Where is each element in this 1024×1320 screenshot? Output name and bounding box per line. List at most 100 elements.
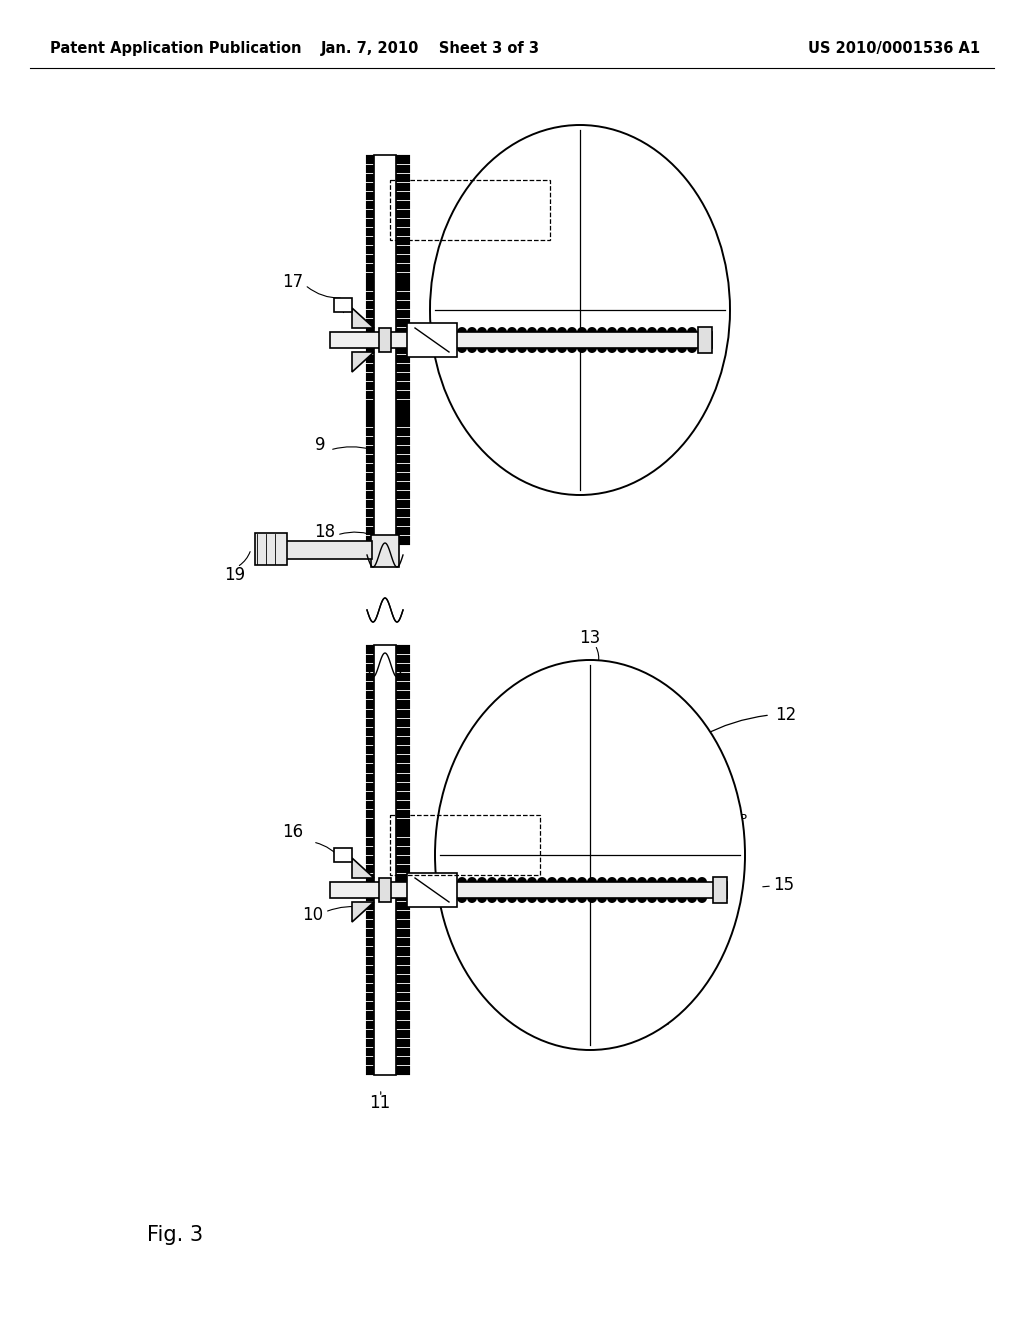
Polygon shape	[457, 876, 467, 882]
Polygon shape	[567, 876, 577, 882]
Polygon shape	[677, 876, 687, 882]
Bar	[396, 911, 410, 919]
Bar	[285, 541, 372, 558]
Polygon shape	[617, 898, 627, 903]
Polygon shape	[597, 327, 607, 333]
Polygon shape	[607, 348, 617, 352]
Text: US 2010/0001536 A1: US 2010/0001536 A1	[808, 41, 980, 55]
Bar	[366, 948, 374, 956]
Polygon shape	[607, 327, 617, 333]
Bar	[366, 883, 374, 891]
Bar	[396, 710, 410, 718]
Polygon shape	[647, 876, 657, 882]
Bar	[366, 482, 374, 490]
Polygon shape	[577, 327, 587, 333]
Polygon shape	[627, 348, 637, 352]
Polygon shape	[617, 348, 627, 352]
Bar	[396, 156, 410, 164]
Bar	[366, 710, 374, 718]
Bar	[396, 783, 410, 791]
Polygon shape	[677, 348, 687, 352]
Bar	[366, 993, 374, 1002]
Bar	[379, 327, 391, 352]
Bar	[396, 327, 410, 337]
Bar	[366, 902, 374, 909]
Bar	[396, 939, 410, 946]
Polygon shape	[547, 327, 557, 333]
Bar	[396, 201, 410, 209]
Bar	[396, 1057, 410, 1065]
Bar	[366, 783, 374, 791]
Polygon shape	[567, 348, 577, 352]
Bar	[396, 491, 410, 499]
Bar	[396, 764, 410, 772]
Polygon shape	[467, 876, 477, 882]
Bar	[396, 983, 410, 993]
Polygon shape	[517, 348, 527, 352]
Bar	[396, 865, 410, 874]
Bar	[366, 428, 374, 436]
Bar	[396, 463, 410, 473]
Polygon shape	[657, 327, 667, 333]
Bar	[366, 391, 374, 400]
Bar	[366, 273, 374, 281]
Polygon shape	[687, 348, 697, 352]
Bar	[366, 536, 374, 545]
Text: 11: 11	[370, 1094, 390, 1111]
Bar	[396, 482, 410, 490]
Bar	[366, 418, 374, 426]
Bar	[396, 1048, 410, 1056]
Bar	[334, 298, 352, 312]
Text: 18: 18	[314, 523, 336, 541]
Bar	[366, 210, 374, 218]
Polygon shape	[547, 348, 557, 352]
Polygon shape	[667, 327, 677, 333]
Polygon shape	[527, 327, 537, 333]
Polygon shape	[657, 348, 667, 352]
Bar	[334, 847, 352, 862]
Bar	[366, 974, 374, 983]
Polygon shape	[667, 348, 677, 352]
Polygon shape	[477, 876, 487, 882]
Polygon shape	[457, 348, 467, 352]
Bar	[366, 201, 374, 209]
Bar	[366, 491, 374, 499]
Polygon shape	[577, 898, 587, 903]
Bar	[366, 1057, 374, 1065]
Polygon shape	[547, 898, 557, 903]
Bar	[396, 838, 410, 846]
Bar	[366, 174, 374, 182]
Bar	[396, 737, 410, 746]
Bar	[366, 310, 374, 318]
Bar	[366, 966, 374, 974]
Bar	[366, 1067, 374, 1074]
Bar	[366, 655, 374, 663]
Bar	[396, 374, 410, 381]
Polygon shape	[617, 876, 627, 882]
Bar	[366, 383, 374, 391]
Polygon shape	[627, 898, 637, 903]
Bar	[396, 219, 410, 227]
Bar	[396, 418, 410, 426]
Bar	[366, 519, 374, 527]
Bar	[366, 874, 374, 882]
Bar	[396, 1002, 410, 1011]
Polygon shape	[667, 898, 677, 903]
Bar	[396, 801, 410, 809]
Polygon shape	[487, 876, 497, 882]
Bar	[396, 718, 410, 727]
Bar	[366, 301, 374, 309]
Bar	[366, 355, 374, 363]
Bar	[396, 238, 410, 246]
Polygon shape	[527, 348, 537, 352]
Bar	[396, 701, 410, 709]
Text: A/C$_{\mathregular{CRP}}$: A/C$_{\mathregular{CRP}}$	[695, 805, 749, 825]
Bar	[396, 829, 410, 837]
Polygon shape	[677, 898, 687, 903]
Bar	[366, 246, 374, 255]
Text: 14: 14	[650, 1011, 671, 1030]
Bar	[366, 855, 374, 865]
Polygon shape	[557, 348, 567, 352]
Bar	[366, 364, 374, 372]
Polygon shape	[567, 898, 577, 903]
